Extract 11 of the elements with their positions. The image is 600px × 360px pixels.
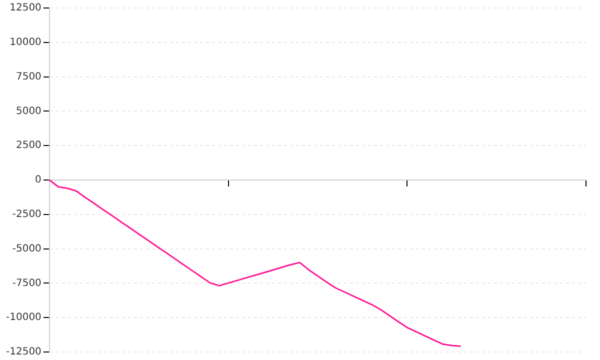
y-tick-label: -2500 [12, 208, 42, 220]
y-tick-label: -7500 [12, 278, 42, 289]
y-tick-label: 7500 [16, 71, 42, 82]
y-tick-label: 2500 [16, 140, 42, 152]
y-tick-label: 10000 [10, 36, 42, 48]
y-tick-label: -10000 [6, 312, 42, 324]
y-tick-label: 5000 [16, 106, 42, 117]
y-tick-label: 12500 [10, 2, 42, 14]
y-tick-label: 0 [35, 174, 42, 186]
y-tick-label: -5000 [12, 243, 42, 254]
y-tick-label: -12500 [6, 346, 42, 358]
